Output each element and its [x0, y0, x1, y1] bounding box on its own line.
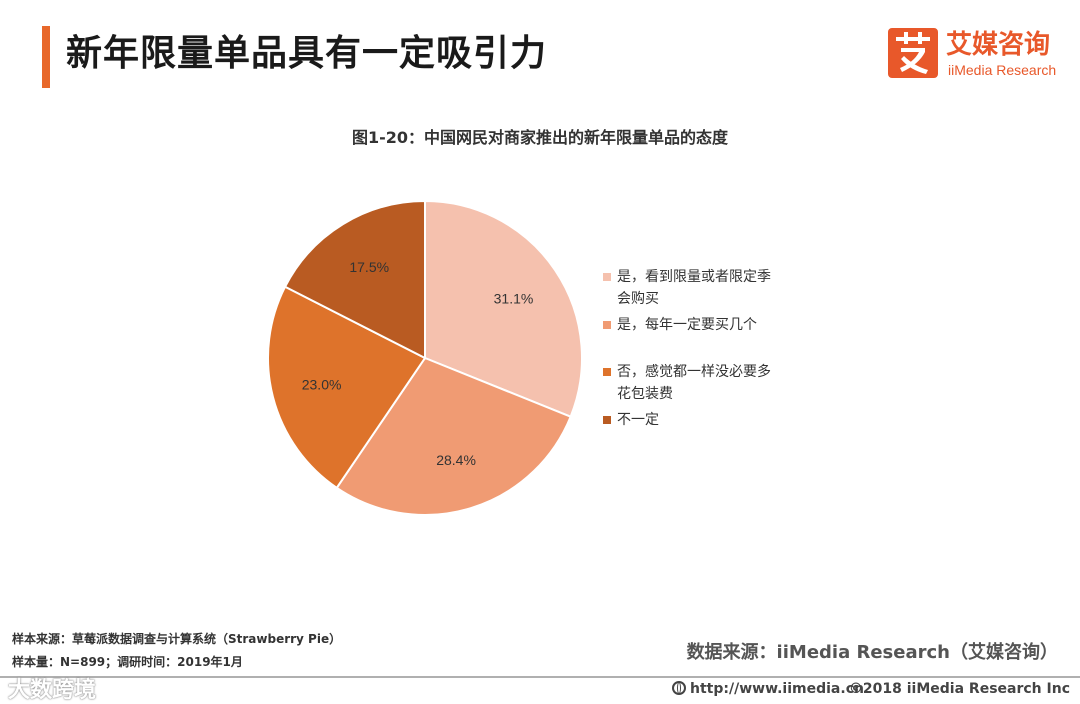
legend-label: 是，看到限量或者限定季会购买 — [617, 269, 771, 307]
legend-label: 否，感觉都一样没必要多花包装费 — [617, 364, 771, 402]
slice-value-label: 17.5% — [349, 259, 389, 275]
footer-url-text[interactable]: http://www.iimedia.cn — [690, 681, 864, 697]
watermark-text: 大数跨境 — [8, 678, 97, 703]
globe-icon — [672, 681, 686, 695]
pie-slice — [283, 199, 426, 360]
page-title: 新年限量单品具有一定吸引力 — [66, 33, 548, 74]
pie-slice — [424, 199, 583, 419]
sample-source-note: 样本来源：草莓派数据调查与计算系统（Strawberry Pie） — [12, 632, 342, 646]
chart-title: 图1-20：中国网民对商家推出的新年限量单品的态度 — [351, 128, 729, 147]
legend-swatch — [603, 321, 611, 329]
pie-slice — [267, 285, 427, 490]
legend-label: 不一定 — [617, 412, 659, 428]
title-accent-bar — [42, 26, 50, 88]
data-source-note: 数据来源：iiMedia Research（艾媒咨询） — [686, 642, 1058, 663]
footer-url[interactable]: http://www.iimedia.cn — [672, 679, 864, 699]
iimedia-logo: 艾媒咨询 iiMedia Research — [888, 28, 1066, 84]
slice-value-label: 23.0% — [302, 377, 342, 393]
slice-value-label: 28.4% — [436, 452, 476, 468]
footer-divider — [0, 676, 1080, 678]
pie-slice — [335, 356, 572, 516]
legend-label: 是，每年一定要买几个 — [617, 317, 757, 333]
legend-swatch — [603, 273, 611, 281]
legend-swatch — [603, 416, 611, 424]
legend-swatch — [603, 368, 611, 376]
sample-size-note: 样本量：N=899；调研时间：2019年1月 — [12, 655, 243, 669]
logo-mark-icon — [888, 28, 938, 78]
logo-text-cn: 艾媒咨询 — [946, 30, 1051, 60]
slice-value-label: 31.1% — [494, 290, 534, 306]
footer-copyright: ©2018 iiMedia Research Inc — [848, 681, 1070, 697]
logo-text-en: iiMedia Research — [948, 62, 1057, 78]
